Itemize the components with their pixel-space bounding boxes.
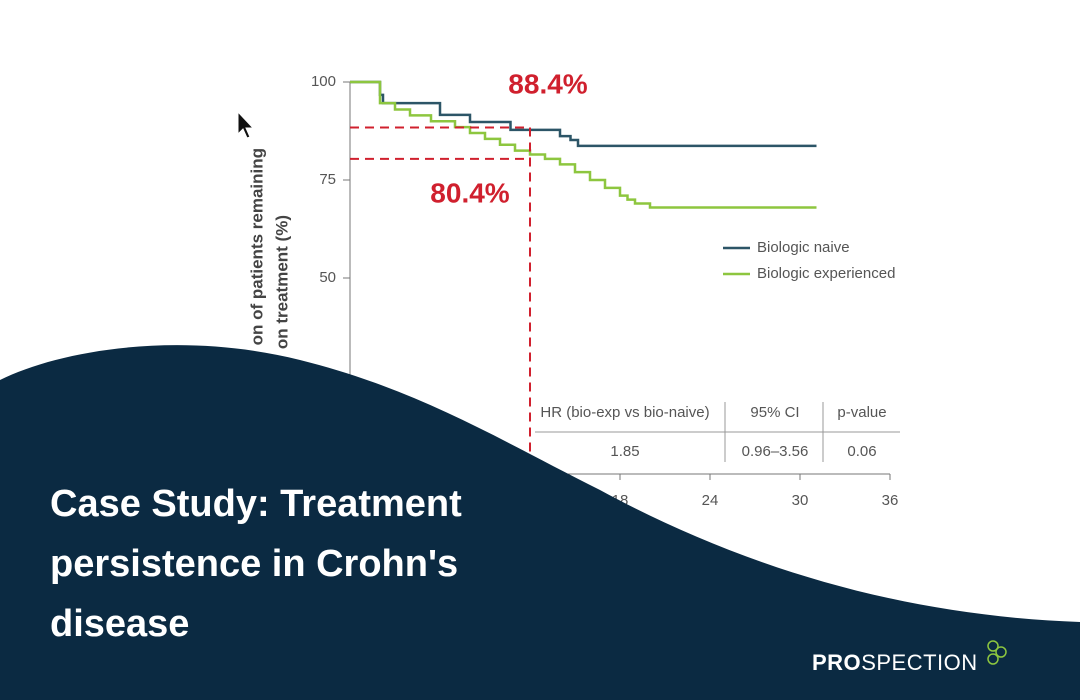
table-cell: 1.85 xyxy=(610,443,639,460)
logo-regular: SPECTION xyxy=(861,650,978,675)
annotation-label: 80.4% xyxy=(430,177,509,208)
mouse-cursor xyxy=(237,110,255,139)
logo: PROSPECTION xyxy=(812,650,978,676)
y-axis-label: on of patients remaining xyxy=(247,148,266,345)
survival-curve xyxy=(350,80,817,148)
legend-label: Biologic experienced xyxy=(757,265,895,282)
y-tick-label: 100 xyxy=(311,73,336,90)
x-tick-label: 30 xyxy=(792,492,809,509)
headline: Case Study: Treatment persistence in Cro… xyxy=(50,483,462,645)
legend-label: Biologic naive xyxy=(757,239,850,256)
survival-curve xyxy=(350,80,817,209)
table-header: 95% CI xyxy=(750,404,799,421)
x-tick-label: 24 xyxy=(702,492,719,509)
wave-background xyxy=(0,345,1080,700)
logo-icon xyxy=(987,640,1007,665)
x-tick-label: 36 xyxy=(882,492,899,509)
y-axis-label: on treatment (%) xyxy=(272,215,291,349)
logo-bold: PRO xyxy=(812,650,862,675)
table-cell: 0.06 xyxy=(847,443,876,460)
y-tick-label: 50 xyxy=(319,269,336,286)
table-header: p-value xyxy=(837,404,886,421)
annotation-label: 88.4% xyxy=(508,68,587,99)
y-tick-label: 75 xyxy=(319,171,336,188)
table-header: HR (bio-exp vs bio-naive) xyxy=(540,404,709,421)
table-cell: 0.96–3.56 xyxy=(742,443,809,460)
